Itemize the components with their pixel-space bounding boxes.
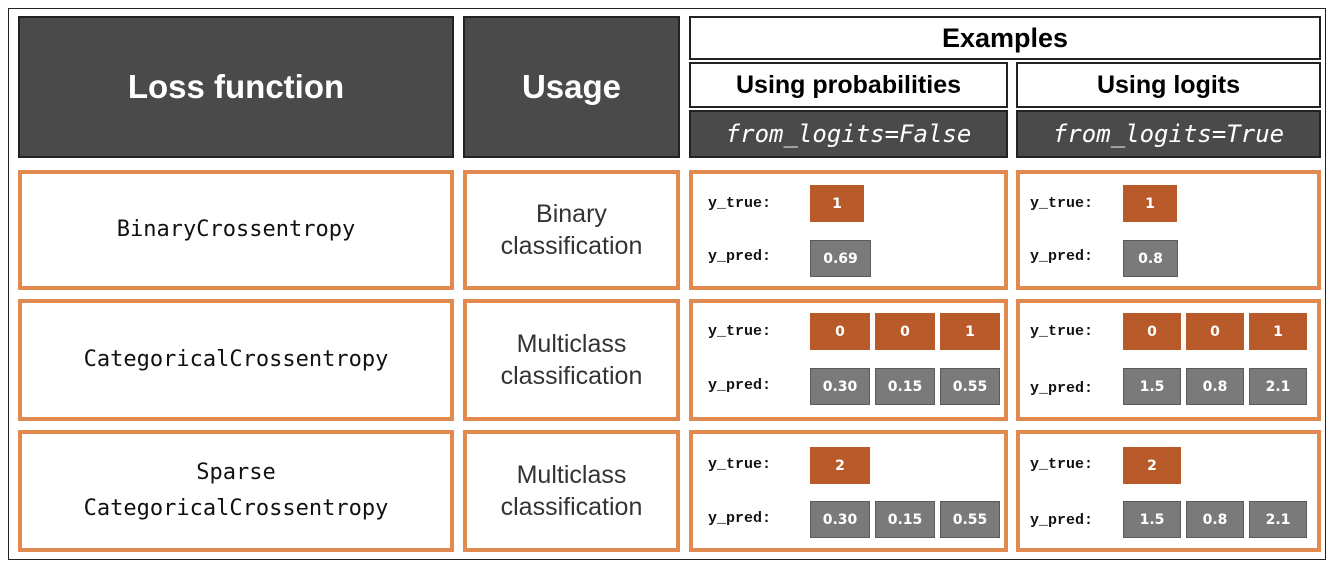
row-1-prob-y-pred-label: y_pred: bbox=[708, 248, 772, 265]
row-3-usage-cell: Multiclass classification bbox=[463, 430, 680, 552]
header-examples: Examples bbox=[689, 16, 1321, 60]
row-1-logit-true-chip-1: 1 bbox=[1123, 185, 1177, 222]
row-2-logit-pred-chip-2: 0.8 bbox=[1186, 368, 1244, 405]
header-examples-label: Examples bbox=[941, 22, 1069, 53]
row-1-usage-cell: Binary classification bbox=[463, 170, 680, 290]
row-2-logit-pred-chip-3: 2.1 bbox=[1249, 368, 1307, 405]
row-3-usage-line-2: classification bbox=[500, 493, 643, 521]
row-2-usage-line-2: classification bbox=[500, 362, 643, 390]
row-3-loss-name-line-2: CategoricalCrossentropy bbox=[83, 496, 389, 521]
row-3-prob-true-chip-1: 2 bbox=[810, 447, 870, 484]
row-3-loss-cell: Sparse CategoricalCrossentropy bbox=[18, 430, 454, 552]
row-1-logit-pred-chip-1: 0.8 bbox=[1123, 240, 1178, 277]
row-2-prob-pred-chip-1: 0.30 bbox=[810, 368, 870, 405]
row-2-logit-y-pred-label: y_pred: bbox=[1030, 380, 1094, 397]
row-3-logit-y-true-label: y_true: bbox=[1030, 456, 1094, 473]
row-2-logit-true-chip-1: 0 bbox=[1123, 313, 1181, 350]
outer-frame bbox=[8, 8, 1326, 560]
row-3-prob-pred-chip-3: 0.55 bbox=[940, 501, 1000, 538]
row-2-logit-true-chip-3: 1 bbox=[1249, 313, 1307, 350]
row-2-logit-true-chip-2: 0 bbox=[1186, 313, 1244, 350]
header-using-logits-label: Using logits bbox=[1096, 70, 1241, 99]
header-logit-code-label: from_logits=True bbox=[1052, 120, 1285, 148]
row-2-prob-true-chip-1: 0 bbox=[810, 313, 870, 350]
row-3-logit-y-pred-label: y_pred: bbox=[1030, 512, 1094, 529]
row-3-prob-y-true-label: y_true: bbox=[708, 456, 772, 473]
row-3-logit-true-chip-1: 2 bbox=[1123, 447, 1181, 484]
header-using-probabilities: Using probabilities bbox=[689, 62, 1008, 108]
row-1-logit-y-true-label: y_true: bbox=[1030, 195, 1094, 212]
header-using-logits: Using logits bbox=[1016, 62, 1321, 108]
row-1-usage-line-2: classification bbox=[500, 232, 643, 260]
row-3-loss-name-line-1: Sparse bbox=[196, 460, 276, 485]
row-2-loss-cell: CategoricalCrossentropy bbox=[18, 299, 454, 421]
row-1-prob-pred-chip-1: 0.69 bbox=[810, 240, 871, 277]
row-1-usage-line-1: Binary bbox=[536, 200, 607, 228]
row-2-prob-pred-chip-3: 0.55 bbox=[940, 368, 1000, 405]
header-usage-label: Usage bbox=[521, 68, 622, 105]
header-loss-function-label: Loss function bbox=[127, 68, 345, 105]
row-2-loss-name: CategoricalCrossentropy bbox=[83, 347, 389, 372]
header-using-probabilities-label: Using probabilities bbox=[735, 70, 962, 99]
row-1-prob-true-chip-1: 1 bbox=[810, 185, 864, 222]
row-2-usage-cell: Multiclass classification bbox=[463, 299, 680, 421]
row-3-logit-pred-chip-3: 2.1 bbox=[1249, 501, 1307, 538]
row-3-prob-pred-chip-1: 0.30 bbox=[810, 501, 870, 538]
row-1-loss-name: BinaryCrossentropy bbox=[116, 217, 356, 242]
row-2-prob-pred-chip-2: 0.15 bbox=[875, 368, 935, 405]
row-2-usage-line-1: Multiclass bbox=[516, 330, 627, 358]
row-3-logit-pred-chip-1: 1.5 bbox=[1123, 501, 1181, 538]
row-1-logit-y-pred-label: y_pred: bbox=[1030, 248, 1094, 265]
row-2-prob-y-pred-label: y_pred: bbox=[708, 377, 772, 394]
row-1-prob-y-true-label: y_true: bbox=[708, 195, 772, 212]
header-prob-code: from_logits=False bbox=[689, 110, 1008, 158]
row-3-prob-y-pred-label: y_pred: bbox=[708, 510, 772, 527]
header-loss-function: Loss function bbox=[18, 16, 454, 158]
row-1-loss-cell: BinaryCrossentropy bbox=[18, 170, 454, 290]
header-usage: Usage bbox=[463, 16, 680, 158]
row-2-logit-pred-chip-1: 1.5 bbox=[1123, 368, 1181, 405]
header-logit-code: from_logits=True bbox=[1016, 110, 1321, 158]
row-2-logit-y-true-label: y_true: bbox=[1030, 323, 1094, 340]
row-3-prob-pred-chip-2: 0.15 bbox=[875, 501, 935, 538]
row-2-prob-y-true-label: y_true: bbox=[708, 323, 772, 340]
header-prob-code-label: from_logits=False bbox=[725, 120, 972, 148]
row-3-usage-line-1: Multiclass bbox=[516, 461, 627, 489]
row-2-prob-true-chip-2: 0 bbox=[875, 313, 935, 350]
row-3-logit-pred-chip-2: 0.8 bbox=[1186, 501, 1244, 538]
row-2-prob-true-chip-3: 1 bbox=[940, 313, 1000, 350]
